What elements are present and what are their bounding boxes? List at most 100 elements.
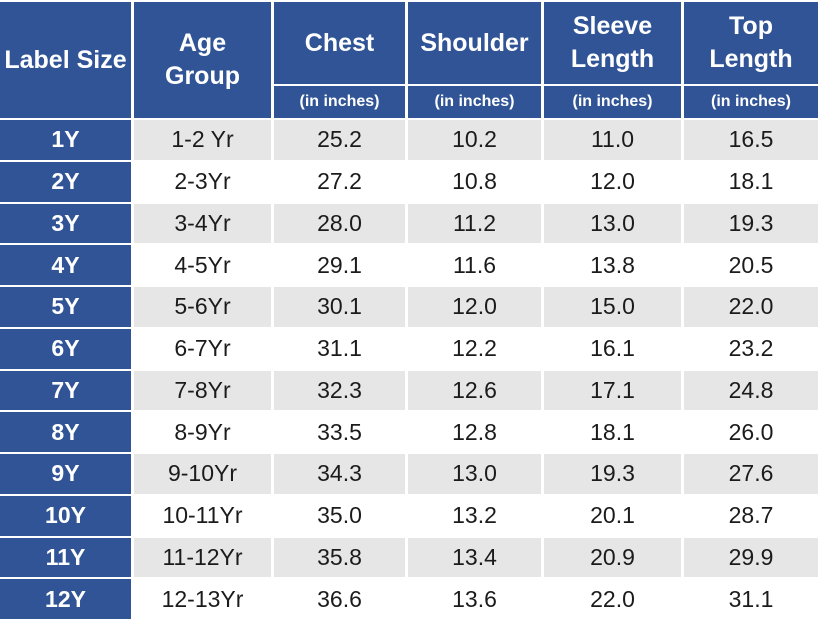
cell-label-size: 4Y [0,245,131,285]
cell-sleeve-length: 18.1 [544,412,681,452]
cell-age-group: 5-6Yr [134,287,271,327]
header-row-main: Label Size Age Group Chest Shoulder Slee… [0,2,818,118]
table-row: 4Y 4-5Yr 29.1 11.6 13.8 20.5 [0,245,818,285]
table-row: 7Y 7-8Yr 32.3 12.6 17.1 24.8 [0,370,818,411]
cell-shoulder: 13.6 [408,579,541,619]
header-row-units: (in inches) (in inches) (in inches) (in … [0,86,818,118]
cell-sleeve-length: 19.3 [544,454,681,494]
cell-shoulder: 10.2 [408,120,541,160]
cell-sleeve-length: 13.8 [544,245,681,285]
cell-label-size: 9Y [0,454,131,494]
cell-shoulder: 13.0 [408,454,541,494]
cell-top-length: 18.1 [684,161,818,202]
cell-age-group: 8-9Yr [134,412,271,452]
cell-shoulder: 12.2 [408,328,541,369]
cell-age-group: 2-3Yr [134,161,271,202]
cell-label-size: 8Y [0,412,131,452]
cell-top-length: 19.3 [684,203,818,244]
col-header-age-group: Age Group [134,2,271,118]
cell-label-size: 7Y [0,370,131,411]
cell-chest: 36.6 [274,579,405,619]
cell-age-group: 7-8Yr [134,370,271,411]
col-header-shoulder: Shoulder [408,2,541,84]
col-header-top-length: Top Length [684,2,818,84]
cell-sleeve-length: 15.0 [544,287,681,327]
cell-label-size: 10Y [0,495,131,536]
cell-chest: 34.3 [274,454,405,494]
table-row: 10Y 10-11Yr 35.0 13.2 20.1 28.7 [0,495,818,536]
cell-top-length: 16.5 [684,120,818,160]
cell-age-group: 4-5Yr [134,245,271,285]
cell-shoulder: 12.8 [408,412,541,452]
cell-top-length: 22.0 [684,287,818,327]
table-row: 6Y 6-7Yr 31.1 12.2 16.1 23.2 [0,328,818,369]
cell-chest: 27.2 [274,161,405,202]
table-row: 8Y 8-9Yr 33.5 12.8 18.1 26.0 [0,412,818,452]
cell-top-length: 20.5 [684,245,818,285]
unit-chest: (in inches) [274,86,405,118]
table-row: 11Y 11-12Yr 35.8 13.4 20.9 29.9 [0,537,818,578]
col-header-label-size: Label Size [0,2,131,118]
cell-age-group: 6-7Yr [134,328,271,369]
table-row: 5Y 5-6Yr 30.1 12.0 15.0 22.0 [0,287,818,327]
cell-chest: 30.1 [274,287,405,327]
cell-label-size: 1Y [0,120,131,160]
cell-label-size: 12Y [0,579,131,619]
table-row: 1Y 1-2 Yr 25.2 10.2 11.0 16.5 [0,120,818,160]
unit-shoulder: (in inches) [408,86,541,118]
cell-shoulder: 12.0 [408,287,541,327]
cell-chest: 25.2 [274,120,405,160]
cell-top-length: 28.7 [684,495,818,536]
cell-shoulder: 13.2 [408,495,541,536]
table-row: 9Y 9-10Yr 34.3 13.0 19.3 27.6 [0,454,818,494]
cell-top-length: 23.2 [684,328,818,369]
cell-sleeve-length: 20.9 [544,537,681,578]
cell-age-group: 9-10Yr [134,454,271,494]
cell-top-length: 31.1 [684,579,818,619]
cell-sleeve-length: 11.0 [544,120,681,160]
cell-sleeve-length: 20.1 [544,495,681,536]
cell-shoulder: 11.2 [408,203,541,244]
cell-age-group: 10-11Yr [134,495,271,536]
cell-shoulder: 10.8 [408,161,541,202]
cell-shoulder: 13.4 [408,537,541,578]
col-header-top-length-text: Top Length [709,12,793,73]
table-header: Label Size Age Group Chest Shoulder Slee… [0,2,818,118]
cell-chest: 31.1 [274,328,405,369]
cell-chest: 35.8 [274,537,405,578]
cell-chest: 35.0 [274,495,405,536]
col-header-chest: Chest [274,2,405,84]
table-body: 1Y 1-2 Yr 25.2 10.2 11.0 16.5 2Y 2-3Yr 2… [0,120,818,619]
unit-sleeve-length: (in inches) [544,86,681,118]
table-row: 12Y 12-13Yr 36.6 13.6 22.0 31.1 [0,579,818,619]
cell-sleeve-length: 16.1 [544,328,681,369]
cell-label-size: 3Y [0,203,131,244]
cell-chest: 33.5 [274,412,405,452]
unit-top-length: (in inches) [684,86,818,118]
cell-top-length: 24.8 [684,370,818,411]
cell-sleeve-length: 13.0 [544,203,681,244]
cell-shoulder: 12.6 [408,370,541,411]
cell-top-length: 29.9 [684,537,818,578]
cell-age-group: 1-2 Yr [134,120,271,160]
cell-sleeve-length: 17.1 [544,370,681,411]
cell-shoulder: 11.6 [408,245,541,285]
cell-label-size: 6Y [0,328,131,369]
cell-chest: 32.3 [274,370,405,411]
table-row: 2Y 2-3Yr 27.2 10.8 12.0 18.1 [0,161,818,202]
cell-age-group: 3-4Yr [134,203,271,244]
col-header-sleeve-length: Sleeve Length [544,2,681,84]
cell-age-group: 12-13Yr [134,579,271,619]
cell-chest: 29.1 [274,245,405,285]
cell-chest: 28.0 [274,203,405,244]
cell-label-size: 11Y [0,537,131,578]
cell-label-size: 2Y [0,161,131,202]
cell-label-size: 5Y [0,287,131,327]
cell-top-length: 26.0 [684,412,818,452]
cell-sleeve-length: 22.0 [544,579,681,619]
table-row: 3Y 3-4Yr 28.0 11.2 13.0 19.3 [0,203,818,244]
cell-sleeve-length: 12.0 [544,161,681,202]
cell-age-group: 11-12Yr [134,537,271,578]
